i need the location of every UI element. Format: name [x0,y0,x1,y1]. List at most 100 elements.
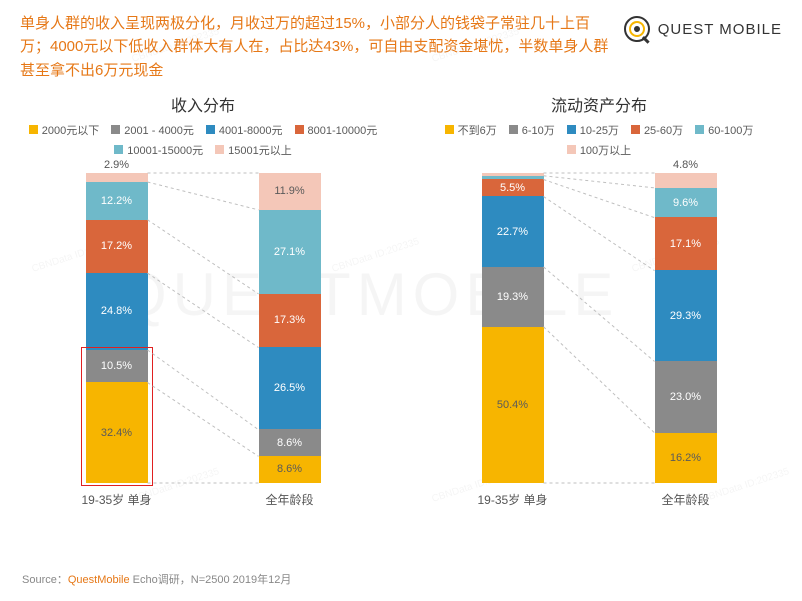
bar-segment: 22.7% [482,196,544,266]
legend-item: 25-60万 [631,122,683,138]
bar-xlabel: 19-35岁 单身 [81,491,151,508]
legend-item: 10-25万 [567,122,619,138]
legend-label: 25-60万 [644,122,683,138]
legend-swatch [206,125,215,134]
legend-swatch [567,145,576,154]
header: 单身人群的收入呈现两极分化，月收过万的超过15%，小部分人的钱袋子常驻几十上百万… [0,0,802,82]
brand-icon [622,14,652,44]
segment-label: 26.5% [274,382,305,394]
bar-segment: 26.5% [259,347,321,429]
bar-segment: 32.4% [86,382,148,482]
headline-text: 单身人群的收入呈现两极分化，月收过万的超过15%，小部分人的钱袋子常驻几十上百万… [20,12,622,82]
segment-label: 29.3% [670,310,701,322]
segment-label: 17.3% [274,314,305,326]
legend-item: 15001元以上 [215,142,292,158]
left-chart-title: 收入分布 [20,92,386,116]
legend-label: 10-25万 [580,122,619,138]
charts-row: 收入分布 2000元以下 2001 - 4000元 4001-8000元 8001-1… [0,82,802,508]
segment-label: 17.1% [670,238,701,250]
segment-label: 24.8% [101,305,132,317]
legend-item: 10001-15000元 [114,142,203,158]
legend-label: 不到6万 [458,122,497,138]
segment-label: 23.0% [670,391,701,403]
legend-swatch [295,125,304,134]
legend-label: 8001-10000元 [308,122,378,138]
legend-label: 60-100万 [708,122,753,138]
source-tail: Echo调研，N=2500 2019年12月 [130,574,292,586]
segment-label: 27.1% [274,246,305,258]
legend-item: 2000元以下 [29,122,99,138]
legend-label: 100万以上 [580,142,631,158]
segment-label: 19.3% [497,291,528,303]
bar-xlabel: 19-35岁 单身 [477,491,547,508]
bar-segment: 17.3% [259,294,321,348]
segment-label: 22.7% [497,226,528,238]
bar-segment: 4.8% [655,173,717,188]
bar-segment: 24.8% [86,273,148,350]
brand-name: QUEST MOBILE [658,21,782,38]
bar-segment: 9.6% [655,188,717,218]
stacked-bar: 16.2% 23.0% 29.3% 17.1% 9.6% 4.8% [655,173,717,483]
stacked-bar: 50.4% 19.3% 22.7% 5.5% [482,173,544,483]
segment-label: 32.4% [101,427,132,439]
bar-segment [482,173,544,176]
segment-label: 8.6% [277,463,302,475]
bar-segment: 16.2% [655,433,717,483]
legend-item: 100万以上 [567,142,631,158]
segment-label: 17.2% [101,240,132,252]
legend-label: 4001-8000元 [219,122,283,138]
segment-label: 9.6% [673,197,698,209]
source-line: Source：QuestMobile Echo调研，N=2500 2019年12… [22,571,291,587]
bar-segment: 23.0% [655,361,717,432]
brand-logo: QUEST MOBILE [622,12,782,44]
bar-segment [482,176,544,180]
segment-label: 50.4% [497,399,528,411]
source-brand: QuestMobile [68,574,130,586]
bar-segment: 10.5% [86,350,148,383]
legend-swatch [695,125,704,134]
bar-segment: 17.2% [86,220,148,273]
left-chart-plot: 32.4%10.5%24.8%17.2%12.2%2.9%19-35岁 单身8.… [20,168,386,508]
legend-item: 4001-8000元 [206,122,283,138]
legend-swatch [445,125,454,134]
segment-label: 8.6% [277,437,302,449]
bar-column: 8.6%8.6%26.5%17.3%27.1%11.9%全年龄段 [245,173,335,508]
bar-segment: 5.5% [482,179,544,196]
bar-segment: 50.4% [482,327,544,483]
bar-xlabel: 全年龄段 [661,491,709,508]
bar-segment: 27.1% [259,210,321,294]
legend-swatch [29,125,38,134]
right-chart-plot: 50.4% 19.3% 22.7% 5.5% 19-35岁 单身 16.2% 23.0% 29… [416,168,782,508]
legend-label: 15001元以上 [228,142,292,158]
stacked-bar: 8.6% 8.6% 26.5% 17.3% 27.1% 11.9% [259,173,321,483]
right-chart: 流动资产分布 不到6万 6-10万 10-25万 25-60万 60-100万 100万以… [416,92,782,508]
bar-segment: 8.6% [259,429,321,456]
legend-swatch [509,125,518,134]
bar-segment: 17.1% [655,217,717,270]
legend-item: 不到6万 [445,122,497,138]
segment-label: 10.5% [101,360,132,372]
bar-segment: 19.3% [482,267,544,327]
right-chart-legend: 不到6万 6-10万 10-25万 25-60万 60-100万 100万以上 [416,122,782,158]
segment-label: 4.8% [673,159,698,173]
segment-label: 11.9% [274,185,304,197]
legend-swatch [114,145,123,154]
legend-item: 6-10万 [509,122,555,138]
legend-item: 2001 - 4000元 [111,122,194,138]
legend-swatch [111,125,120,134]
bar-column: 16.2% 23.0% 29.3% 17.1% 9.6% 4.8% 全年龄段 [641,173,731,508]
stacked-bar: 32.4%10.5%24.8%17.2%12.2%2.9% [86,173,148,483]
legend-label: 2000元以下 [42,122,99,138]
bar-segment: 29.3% [655,270,717,361]
segment-label: 12.2% [101,195,132,207]
segment-label: 2.9% [104,159,129,173]
legend-swatch [567,125,576,134]
legend-item: 8001-10000元 [295,122,378,138]
legend-item: 60-100万 [695,122,753,138]
legend-label: 2001 - 4000元 [124,122,194,138]
bar-column: 32.4%10.5%24.8%17.2%12.2%2.9%19-35岁 单身 [72,173,162,508]
left-chart: 收入分布 2000元以下 2001 - 4000元 4001-8000元 8001-1… [20,92,386,508]
segment-label: 16.2% [670,452,701,464]
right-chart-title: 流动资产分布 [416,92,782,116]
bar-segment: 12.2% [86,182,148,220]
